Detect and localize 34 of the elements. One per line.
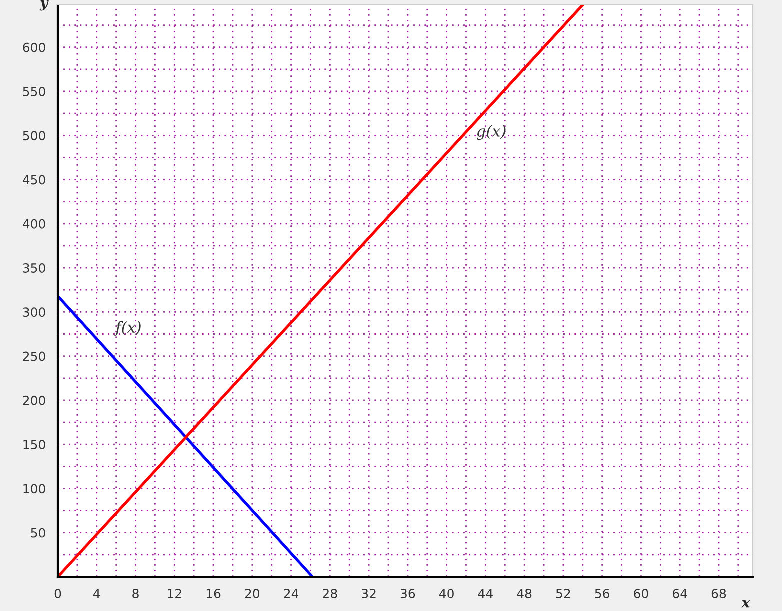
x-tick-label: 0 <box>54 589 62 598</box>
x-tick-label: 12 <box>168 589 182 598</box>
y-tick-label: 350 <box>23 264 46 273</box>
x-tick-label: 4 <box>94 589 100 598</box>
x-tick-label: 16 <box>206 589 221 598</box>
x-tick-label: 48 <box>517 589 532 598</box>
x-tick-label: 36 <box>400 589 416 598</box>
y-tick-label: 150 <box>24 440 46 450</box>
y-tick-label: 450 <box>22 175 46 185</box>
x-tick-label: 56 <box>595 589 610 598</box>
x-tick-label: 44 <box>478 589 493 598</box>
x-tick-label: 8 <box>132 589 139 598</box>
series-label: g(x) <box>476 125 506 140</box>
x-tick-label: 24 <box>284 589 299 598</box>
y-tick-label: 50 <box>31 528 46 538</box>
y-tick-label: 200 <box>23 396 46 406</box>
x-axis-title: x <box>742 600 750 608</box>
y-axis-title: y <box>40 0 49 11</box>
y-tick-label: 600 <box>23 42 46 52</box>
y-tick-label: 100 <box>24 484 46 494</box>
x-tick-label: 28 <box>323 589 338 598</box>
y-tick-label: 500 <box>23 131 46 141</box>
x-tick-label: 40 <box>439 589 454 598</box>
x-tick-label: 52 <box>556 589 570 598</box>
x-tick-label: 68 <box>712 589 726 598</box>
y-tick-label: 400 <box>22 219 46 229</box>
y-tick-label: 300 <box>23 308 46 318</box>
x-tick-label: 20 <box>245 589 260 598</box>
x-tick-label: 60 <box>634 589 648 598</box>
y-tick-label: 250 <box>23 352 46 362</box>
y-tick-label: 550 <box>23 86 46 96</box>
series-label: f(x) <box>114 321 141 336</box>
x-tick-label: 64 <box>673 589 688 598</box>
x-tick-label: 32 <box>362 589 376 598</box>
